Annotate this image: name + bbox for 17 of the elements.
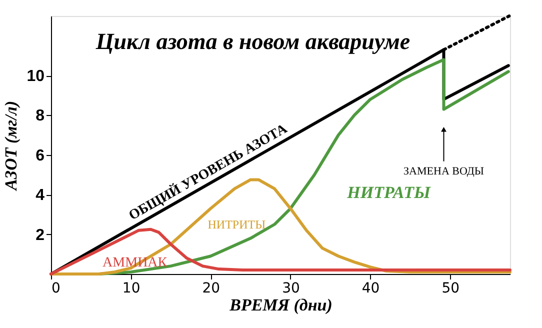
x-tick-label: 0	[52, 280, 60, 296]
x-tick-label: 50	[442, 280, 460, 296]
y-tick-label: 4	[36, 187, 45, 204]
y-tick-label: 8	[36, 108, 45, 125]
x-tick-label: 40	[362, 280, 380, 296]
series-label: НИТРИТЫ	[208, 218, 266, 232]
x-tick-label: 20	[202, 280, 220, 296]
y-axis-title: АЗОТ (мг/л)	[2, 100, 21, 192]
series-label: НИТРАТЫ	[346, 182, 431, 202]
x-axis-title: ВРЕМЯ (дни)	[228, 296, 332, 314]
x-tick-label: 30	[282, 280, 300, 296]
y-tick-label: 2	[36, 226, 45, 244]
y-tick-label: 6	[36, 147, 45, 164]
annotation: ЗАМЕНА ВОДЫ	[404, 165, 484, 178]
y-tick-label: 10	[26, 68, 45, 86]
text: Цикл азота в новом аквариуме	[94, 29, 410, 54]
x-tick-label: 10	[122, 280, 140, 296]
